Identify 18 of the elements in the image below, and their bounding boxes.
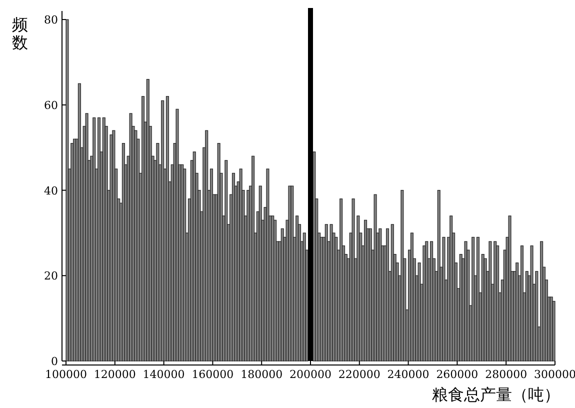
x-tick-label: 260000 <box>436 368 478 381</box>
y-tick-label: 80 <box>44 14 58 27</box>
y-tick-label: 40 <box>44 184 58 198</box>
x-tick-label: 140000 <box>142 368 185 381</box>
x-tick-label: 100000 <box>45 368 87 381</box>
x-tick-label: 180000 <box>240 368 283 381</box>
x-tick-label: 300000 <box>534 368 575 381</box>
y-tick-label: 0 <box>51 355 58 368</box>
y-axis-title: 频数 <box>12 15 28 52</box>
x-tick-label: 160000 <box>192 368 234 381</box>
x-tick-label: 220000 <box>338 368 380 381</box>
x-tick-label: 200000 <box>290 368 332 381</box>
x-tick-label: 120000 <box>94 368 136 381</box>
y-tick-label: 60 <box>44 98 58 112</box>
y-tick-label: 20 <box>44 270 58 283</box>
x-axis-title: 粮食总产量（吨） <box>432 385 560 404</box>
x-tick-label: 240000 <box>387 368 430 381</box>
x-tick-label: 280000 <box>485 368 528 381</box>
